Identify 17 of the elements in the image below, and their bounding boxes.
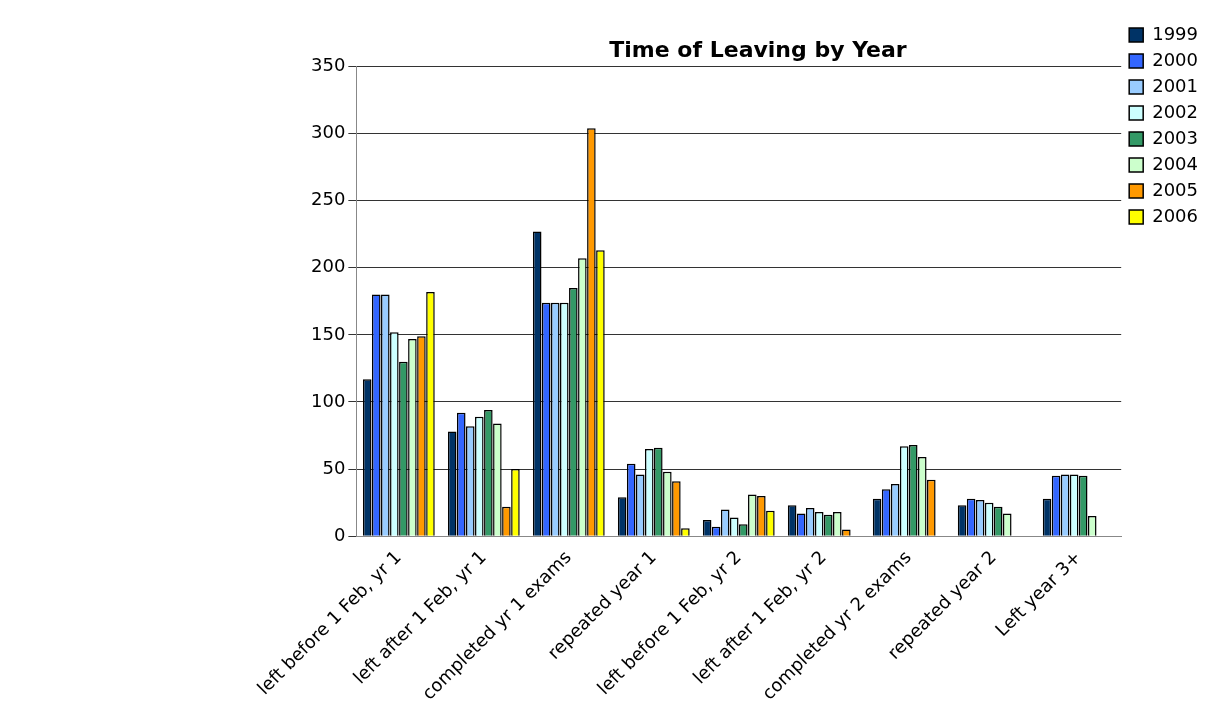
legend-label: 1999 <box>1152 22 1198 44</box>
legend-label: 2001 <box>1152 74 1198 96</box>
y-tick-label: 150 <box>311 322 346 344</box>
legend-label: 2004 <box>1152 152 1198 174</box>
legend-label: 2002 <box>1152 100 1198 122</box>
y-tick-label: 200 <box>311 255 346 277</box>
y-tick-label: 0 <box>333 523 346 545</box>
legend-label: 2005 <box>1152 178 1198 200</box>
chart-title: Time of Leaving by Year <box>609 36 907 62</box>
y-tick-label: 100 <box>311 389 346 411</box>
legend-label: 2003 <box>1152 126 1198 148</box>
y-tick-label: 350 <box>311 54 346 76</box>
y-tick-label: 300 <box>311 121 346 143</box>
y-tick-label: 50 <box>322 456 346 478</box>
legend-label: 2000 <box>1152 48 1198 70</box>
y-tick-label: 250 <box>311 188 346 210</box>
legend-label: 2006 <box>1152 204 1198 226</box>
